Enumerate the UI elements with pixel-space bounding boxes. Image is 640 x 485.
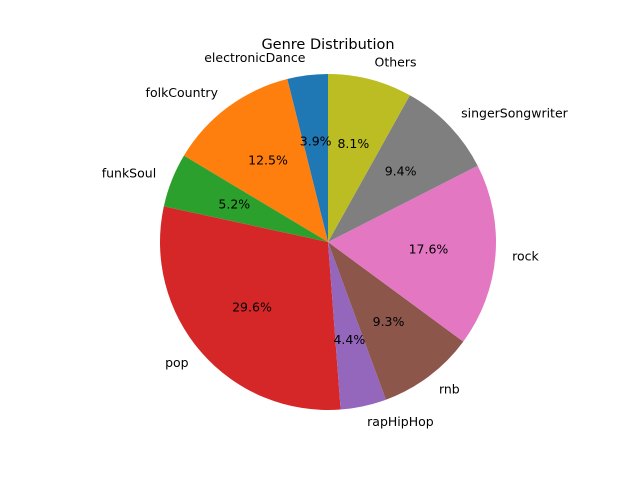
slice-percent-rapHipHop: 4.4% xyxy=(333,332,365,347)
slice-label-Others: Others xyxy=(375,55,417,70)
pie-slice-electronicDance xyxy=(287,74,328,242)
pie-slice-Others xyxy=(328,74,410,242)
slice-percent-rock: 17.6% xyxy=(409,242,449,257)
slice-percent-funkSoul: 5.2% xyxy=(218,196,250,211)
slice-percent-Others: 8.1% xyxy=(337,136,369,151)
pie-slice-funkSoul xyxy=(163,155,328,242)
pie-slice-rnb xyxy=(328,242,464,400)
slice-label-singerSongwriter: singerSongwriter xyxy=(461,105,569,120)
slice-label-pop: pop xyxy=(165,355,189,370)
pie-slice-pop xyxy=(160,206,341,410)
slice-percent-rnb: 9.3% xyxy=(373,314,405,329)
pie-labels: electronicDance 3.9% folkCountry 12.5% funkS… xyxy=(102,50,569,429)
slice-percent-electronicDance: 3.9% xyxy=(300,133,332,148)
slice-label-rnb: rnb xyxy=(439,381,460,396)
slice-label-folkCountry: folkCountry xyxy=(146,85,219,100)
pie-slice-rapHipHop xyxy=(328,242,386,410)
chart-title: Genre Distribution xyxy=(261,37,394,53)
pie-slice-rock xyxy=(328,165,496,342)
pie-slice-singerSongwriter xyxy=(328,95,478,243)
slice-label-rapHipHop: rapHipHop xyxy=(367,414,434,429)
slice-percent-singerSongwriter: 9.4% xyxy=(385,164,417,179)
pie-slices xyxy=(160,74,496,410)
slice-label-funkSoul: funkSoul xyxy=(102,165,156,180)
slice-label-rock: rock xyxy=(512,249,539,264)
pie-slice-folkCountry xyxy=(183,79,328,242)
slice-label-electronicDance: electronicDance xyxy=(204,50,305,65)
slice-percent-pop: 29.6% xyxy=(232,300,272,315)
slice-percent-folkCountry: 12.5% xyxy=(248,153,288,168)
